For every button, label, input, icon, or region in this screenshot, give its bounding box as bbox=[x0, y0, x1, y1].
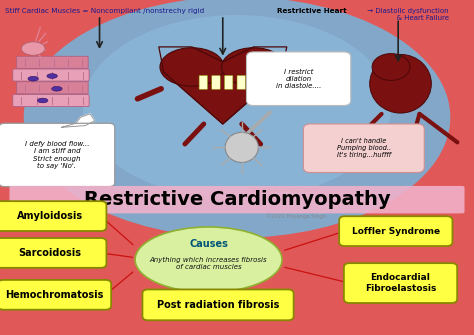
Text: Endocardial
Fibroelastosis: Endocardial Fibroelastosis bbox=[365, 273, 436, 293]
Text: I can't handle
Pumping blood..
It's tiring...huffff: I can't handle Pumping blood.. It's tiri… bbox=[337, 138, 391, 158]
FancyBboxPatch shape bbox=[13, 94, 89, 107]
Text: Hemochromatosis: Hemochromatosis bbox=[5, 290, 104, 300]
Text: Restrictive Heart: Restrictive Heart bbox=[277, 8, 347, 14]
Ellipse shape bbox=[47, 74, 57, 78]
Text: Loffler Syndrome: Loffler Syndrome bbox=[352, 227, 440, 236]
Text: Stiff Cardiac Muscles = Noncompliant /nonstrechy rigid: Stiff Cardiac Muscles = Noncompliant /no… bbox=[5, 8, 206, 14]
Ellipse shape bbox=[83, 15, 391, 199]
FancyBboxPatch shape bbox=[0, 280, 111, 310]
Ellipse shape bbox=[135, 227, 282, 292]
FancyBboxPatch shape bbox=[13, 69, 89, 81]
FancyBboxPatch shape bbox=[17, 82, 88, 94]
Text: Anything which increases fibrosis
of cardiac muscles: Anything which increases fibrosis of car… bbox=[150, 257, 267, 270]
Polygon shape bbox=[62, 114, 95, 127]
Ellipse shape bbox=[37, 98, 48, 103]
FancyBboxPatch shape bbox=[212, 75, 220, 89]
Ellipse shape bbox=[21, 42, 45, 55]
FancyBboxPatch shape bbox=[0, 123, 115, 187]
Ellipse shape bbox=[225, 132, 258, 162]
FancyBboxPatch shape bbox=[224, 75, 233, 89]
Ellipse shape bbox=[52, 86, 62, 91]
Text: Causes: Causes bbox=[189, 239, 228, 249]
Text: ©2021 Priyanga Singh: ©2021 Priyanga Singh bbox=[266, 214, 326, 219]
Text: Creative-Med-Doses: Creative-Med-Doses bbox=[251, 187, 318, 193]
FancyBboxPatch shape bbox=[199, 75, 208, 89]
Text: Restrictive Cardiomyopathy: Restrictive Cardiomyopathy bbox=[84, 190, 390, 209]
Ellipse shape bbox=[221, 48, 285, 86]
FancyBboxPatch shape bbox=[0, 201, 106, 231]
FancyBboxPatch shape bbox=[9, 186, 465, 213]
Text: I restrict
dilation
in diastole....: I restrict dilation in diastole.... bbox=[276, 69, 321, 89]
FancyBboxPatch shape bbox=[303, 124, 424, 173]
Ellipse shape bbox=[370, 54, 431, 113]
FancyBboxPatch shape bbox=[142, 289, 293, 320]
Text: Amyloidosis: Amyloidosis bbox=[17, 211, 83, 221]
Ellipse shape bbox=[160, 48, 224, 86]
FancyBboxPatch shape bbox=[339, 216, 452, 246]
Text: → Diastolic dysfunction
              & Heart Failure: → Diastolic dysfunction & Heart Failure bbox=[365, 8, 449, 21]
Text: Sarcoidosis: Sarcoidosis bbox=[18, 248, 81, 258]
Text: I defy blood flow...
I am stiff and
Strict enough
to say 'No'.: I defy blood flow... I am stiff and Stri… bbox=[25, 141, 89, 169]
Polygon shape bbox=[164, 72, 282, 124]
Ellipse shape bbox=[24, 0, 450, 238]
FancyBboxPatch shape bbox=[0, 238, 106, 268]
Ellipse shape bbox=[372, 54, 410, 80]
FancyBboxPatch shape bbox=[17, 56, 88, 68]
FancyBboxPatch shape bbox=[237, 75, 246, 89]
Ellipse shape bbox=[28, 76, 38, 81]
FancyBboxPatch shape bbox=[344, 263, 457, 303]
Text: Post radiation fibrosis: Post radiation fibrosis bbox=[157, 300, 279, 310]
FancyBboxPatch shape bbox=[246, 52, 351, 106]
